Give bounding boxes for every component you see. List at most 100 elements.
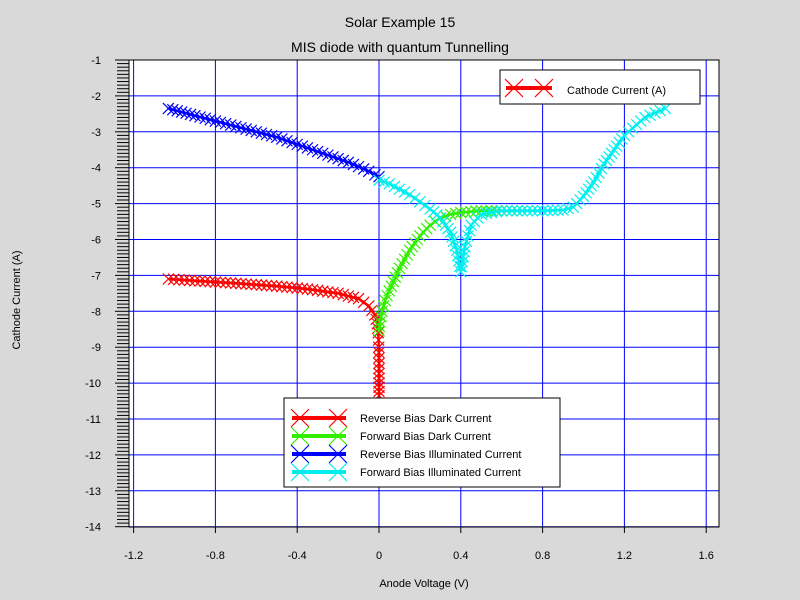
data-point-marker [291, 282, 304, 295]
chart-title: Solar Example 15 [345, 14, 456, 30]
y-tick-label: -8 [91, 306, 101, 318]
data-point-marker [580, 186, 592, 199]
data-point-marker [235, 121, 247, 134]
data-point-marker [454, 265, 467, 278]
legend-marker-x [534, 78, 554, 98]
legend-marker-x [290, 444, 310, 464]
data-point-marker [229, 120, 242, 133]
data-point-marker [373, 357, 385, 370]
data-point-marker [442, 222, 454, 235]
data-point-marker [173, 273, 185, 286]
y-tick-labels: -1 -2 -3 -4 -5 -6 -7 -8 -9 -10 -11 -12 -13 -14 [85, 55, 101, 534]
data-point-marker [204, 275, 217, 288]
data-point-marker [373, 352, 385, 364]
data-point-marker [224, 277, 237, 289]
y-tick-label: -9 [91, 342, 101, 354]
y-tick-label: -7 [91, 270, 101, 282]
x-tick-labels: -1.2 -0.8 -0.4 0 0.4 0.8 1.2 1.6 [124, 550, 714, 562]
data-point-marker [582, 183, 595, 196]
x-tick-label: 1.6 [699, 550, 714, 562]
x-tick-label: 0.8 [535, 550, 550, 562]
data-point-marker [245, 124, 258, 137]
legend-marker-x [290, 426, 310, 446]
data-point-marker [480, 207, 493, 220]
legend-marker-x [290, 408, 310, 428]
data-point-marker [600, 154, 613, 167]
data-point-marker [240, 123, 252, 136]
minor-ticks [115, 59, 707, 533]
data-point-marker [194, 111, 206, 123]
data-point-marker [301, 283, 314, 295]
data-point-marker [403, 244, 416, 257]
data-point-marker [260, 128, 273, 141]
data-point-marker [610, 140, 623, 153]
data-point-marker [526, 204, 539, 217]
y-tick-label: -4 [91, 163, 101, 175]
data-point-marker [373, 320, 386, 333]
data-point-marker [403, 188, 416, 201]
data-point-marker [598, 158, 610, 171]
data-point-marker [162, 102, 175, 115]
data-point-marker [214, 116, 227, 129]
x-tick-label: -0.4 [288, 550, 307, 562]
data-point-marker [456, 255, 469, 268]
data-point-marker [374, 316, 386, 328]
data-point-marker [167, 273, 180, 286]
data-point-marker [296, 282, 309, 295]
legend-marker-x [290, 462, 310, 482]
legend-marker [290, 462, 348, 482]
data-point-marker [541, 204, 554, 217]
data-point-marker [209, 115, 222, 127]
data-point-marker [199, 112, 212, 125]
chart-subtitle: MIS diode with quantum Tunnelling [291, 39, 509, 55]
x-tick-label: -1.2 [124, 550, 143, 562]
y-tick-label: -2 [91, 91, 101, 103]
data-point-marker [362, 165, 375, 178]
data-point-marker [204, 113, 217, 126]
legend-marker [290, 426, 348, 446]
x-axis-label: Anode Voltage (V) [379, 578, 468, 590]
data-point-marker [178, 274, 191, 286]
y-tick-label: -14 [85, 522, 101, 534]
legend-marker [290, 408, 348, 428]
data-point-marker [162, 273, 175, 285]
data-point-marker [255, 127, 268, 140]
data-point-marker [194, 275, 206, 288]
y-tick-label: -1 [91, 55, 101, 67]
data-point-marker [250, 278, 263, 291]
data-point-marker [219, 117, 232, 130]
data-point-marker [408, 237, 421, 250]
data-point-marker [511, 204, 523, 217]
data-point-marker [175, 106, 188, 118]
y-tick-label: -11 [86, 414, 101, 426]
data-point-marker [373, 362, 385, 375]
legend-entry-label: Forward Bias Illuminated Current [360, 467, 521, 479]
data-point-marker [316, 285, 329, 298]
x-tick-label: 0 [376, 550, 382, 562]
legend-bottom: Reverse Bias Dark Current Forward Bias D… [283, 397, 561, 488]
data-point-marker [352, 292, 365, 305]
data-point-marker [265, 129, 278, 142]
legend-top: Cathode Current (A) [499, 69, 701, 105]
data-point-marker [224, 119, 237, 131]
data-point-marker [447, 235, 460, 248]
data-point-marker [490, 205, 503, 218]
data-point-marker [166, 103, 179, 116]
data-point-marker [439, 219, 452, 232]
data-point-marker [455, 260, 468, 273]
data-point-marker [209, 276, 222, 288]
data-point-marker [506, 204, 518, 217]
data-point-marker [424, 219, 437, 232]
data-point-marker [459, 206, 472, 219]
data-point-marker [411, 233, 424, 246]
legend-marker [504, 78, 554, 98]
legend-marker-x [328, 408, 348, 428]
data-point-marker [444, 226, 457, 239]
y-tick-label: -3 [91, 127, 101, 139]
data-point-marker [608, 143, 621, 156]
legend-entry-label: Reverse Bias Dark Current [360, 413, 491, 425]
data-point-marker [184, 108, 197, 121]
data-point-marker [189, 109, 201, 122]
data-point-marker [250, 125, 263, 138]
